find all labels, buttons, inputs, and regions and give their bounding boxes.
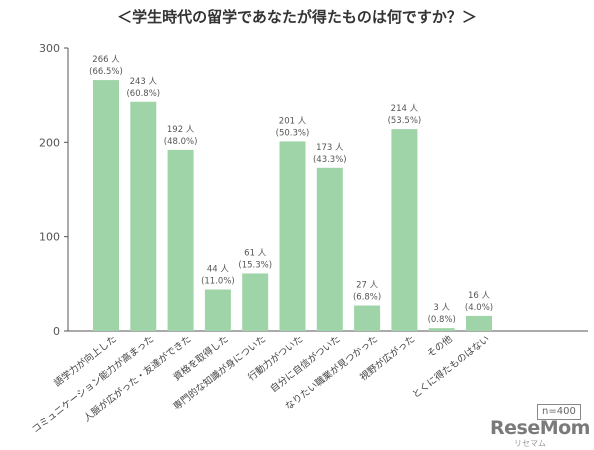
bar xyxy=(316,167,343,331)
bar xyxy=(93,80,119,331)
resemom-logo: ReseMom xyxy=(490,417,590,439)
bar xyxy=(428,328,455,331)
bar xyxy=(167,149,194,331)
bar-value-label: 201 人 xyxy=(279,116,307,126)
bar-value-label: 3 人 xyxy=(433,303,450,313)
bar-value-label: 61 人 xyxy=(244,248,267,258)
y-tick-label: 200 xyxy=(39,136,60,149)
sample-size-note: n=400 xyxy=(537,404,581,420)
bar-percent-label: (6.8%) xyxy=(353,293,381,303)
bar-value-label: 44 人 xyxy=(207,264,230,274)
bar xyxy=(391,129,418,331)
y-tick-label: 0 xyxy=(53,325,60,338)
bar-value-label: 173 人 xyxy=(316,143,344,153)
bar xyxy=(204,289,231,331)
bar-percent-label: (11.0%) xyxy=(201,276,235,286)
category-label: 語学力が向上した xyxy=(52,333,119,389)
bar-value-label: 16 人 xyxy=(468,291,491,301)
bar xyxy=(130,101,157,332)
axes: 0 100 200 300 xyxy=(39,42,588,338)
bar-value-label: 27 人 xyxy=(356,281,379,291)
bar-percent-label: (60.8%) xyxy=(126,89,160,99)
bar-percent-label: (50.3%) xyxy=(276,128,310,138)
category-label: その他 xyxy=(425,333,455,360)
bar xyxy=(466,315,492,331)
bar-percent-label: (48.0%) xyxy=(164,137,198,147)
bars xyxy=(93,80,492,332)
resemom-logo-sub: リセマム xyxy=(514,439,546,448)
bar-value-label: 266 人 xyxy=(92,55,120,65)
bar-percent-label: (0.8%) xyxy=(428,315,456,325)
bar xyxy=(279,141,306,331)
bar-percent-label: (15.3%) xyxy=(238,260,272,270)
bar xyxy=(242,273,269,331)
bar xyxy=(354,305,381,331)
bar-value-label: 243 人 xyxy=(130,77,158,87)
bar-value-label: 192 人 xyxy=(167,125,195,135)
bar-percent-label: (53.5%) xyxy=(388,116,422,126)
y-tick-label: 100 xyxy=(39,231,60,244)
bar-percent-label: (66.5%) xyxy=(89,67,123,77)
y-tick-label: 300 xyxy=(39,42,60,55)
chart-title: ＜学生時代の留学であなたが得たものは何ですか？＞ xyxy=(117,8,477,26)
bar-percent-label: (43.3%) xyxy=(313,155,347,165)
bar-value-label: 214 人 xyxy=(391,104,419,114)
bar-percent-label: (4.0%) xyxy=(465,303,493,313)
